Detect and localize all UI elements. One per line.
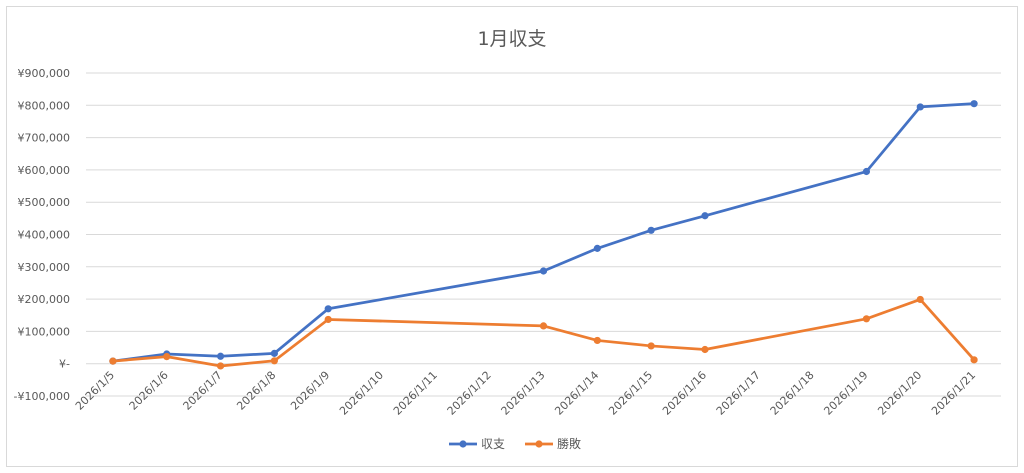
data-point — [916, 103, 924, 111]
x-tick-label: 2026/1/8 — [234, 369, 278, 413]
series-2 — [109, 295, 978, 370]
data-point — [539, 267, 548, 275]
x-tick-label: 2026/1/20 — [875, 369, 924, 418]
data-point — [970, 356, 978, 364]
legend-marker — [535, 440, 543, 448]
data-point — [916, 295, 924, 304]
y-axis-ticks: ¥900,000 ¥800,000 ¥700,000 ¥600,000 ¥500,000… — [14, 67, 70, 403]
legend-item: 勝敗 — [525, 436, 581, 451]
data-point — [862, 167, 871, 176]
data-point — [701, 345, 709, 354]
grid-lines — [86, 72, 1001, 397]
x-tick-label: 2026/1/7 — [181, 369, 225, 413]
y-tick-label: ¥200,000 — [18, 293, 71, 306]
data-point — [593, 336, 601, 345]
series-layer — [109, 100, 978, 370]
data-point — [216, 362, 225, 370]
data-point — [270, 357, 278, 365]
y-tick-label: ¥700,000 — [18, 132, 71, 145]
y-tick-label: ¥800,000 — [18, 99, 71, 112]
data-point — [270, 349, 278, 357]
x-tick-label: 2026/1/21 — [929, 369, 978, 418]
y-tick-label: ¥400,000 — [18, 229, 71, 242]
x-tick-label: 2026/1/14 — [552, 369, 601, 418]
legend-label: 勝敗 — [557, 436, 581, 451]
x-tick-label: 2026/1/6 — [127, 369, 171, 413]
x-tick-label: 2026/1/10 — [337, 369, 386, 418]
y-tick-label: -¥100,000 — [14, 390, 70, 403]
legend: 収支 勝敗 — [449, 436, 581, 451]
x-tick-label: 2026/1/16 — [660, 369, 709, 418]
series-line — [112, 102, 975, 363]
legend-item: 収支 — [449, 437, 505, 451]
data-point — [970, 100, 978, 108]
data-point — [647, 226, 655, 234]
data-point — [216, 352, 225, 360]
data-point — [163, 352, 171, 361]
x-tick-label: 2026/1/12 — [445, 369, 494, 418]
chart-title: 1月収支 — [477, 28, 546, 50]
data-point — [109, 357, 117, 365]
data-point — [701, 212, 709, 220]
y-tick-label: ¥900,000 — [18, 67, 71, 80]
data-point — [593, 244, 601, 252]
legend-marker — [459, 440, 467, 448]
x-tick-label: 2026/1/9 — [288, 369, 332, 413]
data-point — [324, 305, 332, 313]
x-tick-label: 2026/1/17 — [714, 369, 763, 418]
y-tick-label: ¥100,000 — [18, 325, 71, 338]
x-tick-label: 2026/1/18 — [768, 369, 817, 418]
y-tick-label: ¥600,000 — [18, 164, 71, 177]
data-point — [539, 322, 548, 330]
data-point — [647, 342, 655, 350]
x-tick-label: 2026/1/13 — [499, 369, 548, 418]
y-tick-label: ¥500,000 — [18, 196, 71, 209]
x-tick-label: 2026/1/5 — [73, 369, 117, 413]
x-axis-ticks: 2026/1/5 2026/1/6 2026/1/7 2026/1/8 2026/1/9… — [73, 369, 978, 418]
x-tick-label: 2026/1/19 — [821, 369, 870, 418]
x-tick-label: 2026/1/15 — [606, 369, 655, 418]
legend-label: 収支 — [481, 437, 505, 451]
x-tick-label: 2026/1/11 — [391, 369, 440, 418]
series-line — [112, 298, 976, 368]
chart-container — [6, 6, 1018, 467]
data-point — [862, 315, 871, 323]
y-tick-label: ¥300,000 — [18, 261, 71, 274]
y-tick-label: ¥- — [59, 358, 70, 371]
data-point — [324, 315, 332, 324]
